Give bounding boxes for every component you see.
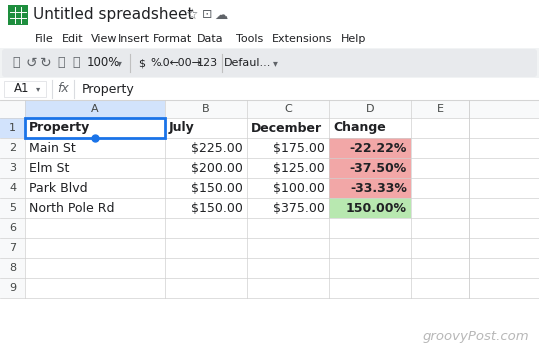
- Text: ☆: ☆: [185, 8, 197, 22]
- Text: 6: 6: [9, 223, 16, 233]
- Bar: [0, 218, 25, 238]
- Text: C: C: [284, 104, 292, 114]
- Text: Edit: Edit: [62, 34, 84, 44]
- Text: $125.00: $125.00: [273, 162, 325, 174]
- Bar: [0, 278, 539, 298]
- Text: 123: 123: [196, 58, 218, 68]
- Bar: [0, 258, 25, 278]
- Text: View: View: [91, 34, 118, 44]
- Text: 150.00%: 150.00%: [346, 202, 407, 215]
- Text: A1: A1: [14, 83, 30, 96]
- Text: ⌕: ⌕: [12, 56, 20, 70]
- Bar: [329, 158, 411, 178]
- Bar: [0, 218, 539, 238]
- Bar: [8, 5, 28, 25]
- Text: -33.33%: -33.33%: [350, 181, 407, 195]
- Text: ▾: ▾: [116, 58, 121, 68]
- Text: Park Blvd: Park Blvd: [29, 181, 88, 195]
- Text: ⊡: ⊡: [202, 8, 212, 22]
- Text: B: B: [202, 104, 210, 114]
- Text: $: $: [139, 58, 146, 68]
- Bar: [0, 238, 25, 258]
- Text: North Pole Rd: North Pole Rd: [29, 202, 114, 215]
- Text: ⎘: ⎘: [72, 56, 80, 70]
- Text: Change: Change: [333, 121, 386, 134]
- Text: Untitled spreadsheet: Untitled spreadsheet: [33, 7, 194, 23]
- Text: D: D: [366, 104, 374, 114]
- Text: Tools: Tools: [236, 34, 263, 44]
- Text: Insert: Insert: [118, 34, 150, 44]
- Text: ▾: ▾: [36, 84, 40, 94]
- Bar: [0, 178, 539, 198]
- FancyBboxPatch shape: [2, 49, 537, 77]
- Text: File: File: [35, 34, 54, 44]
- Text: Format: Format: [153, 34, 192, 44]
- Text: ↻: ↻: [40, 56, 52, 70]
- Text: $375.00: $375.00: [273, 202, 325, 215]
- Bar: [329, 198, 411, 218]
- Bar: [0, 78, 539, 100]
- Bar: [0, 30, 539, 48]
- Text: Property: Property: [29, 121, 90, 134]
- Bar: [0, 48, 539, 78]
- Text: -22.22%: -22.22%: [350, 142, 407, 155]
- Bar: [0, 118, 25, 138]
- Text: .00→: .00→: [175, 58, 202, 68]
- Text: groovyPost.com: groovyPost.com: [423, 330, 529, 343]
- Bar: [0, 258, 539, 278]
- Text: $150.00: $150.00: [191, 181, 243, 195]
- Text: $175.00: $175.00: [273, 142, 325, 155]
- Bar: [0, 138, 539, 158]
- Bar: [0, 158, 25, 178]
- Text: .0←: .0←: [160, 58, 180, 68]
- Text: $225.00: $225.00: [191, 142, 243, 155]
- Bar: [0, 198, 539, 218]
- Text: December: December: [251, 121, 322, 134]
- Bar: [0, 278, 25, 298]
- FancyBboxPatch shape: [4, 81, 46, 97]
- Bar: [0, 178, 25, 198]
- Text: $100.00: $100.00: [273, 181, 325, 195]
- Text: -37.50%: -37.50%: [350, 162, 407, 174]
- Bar: [0, 238, 539, 258]
- Text: 4: 4: [9, 183, 16, 193]
- Bar: [0, 0, 539, 30]
- Text: A: A: [91, 104, 99, 114]
- Bar: [0, 158, 539, 178]
- Text: Property: Property: [82, 83, 135, 96]
- Text: %: %: [151, 58, 161, 68]
- Text: ↺: ↺: [25, 56, 37, 70]
- Text: ⎙: ⎙: [57, 56, 65, 70]
- Text: fx: fx: [57, 83, 69, 96]
- Text: July: July: [169, 121, 195, 134]
- Text: 5: 5: [9, 203, 16, 213]
- Text: ☁: ☁: [215, 8, 227, 22]
- Text: $200.00: $200.00: [191, 162, 243, 174]
- Text: 3: 3: [9, 163, 16, 173]
- Text: Defaul...: Defaul...: [224, 58, 272, 68]
- Bar: [0, 100, 539, 118]
- Text: 1: 1: [9, 123, 16, 133]
- Text: ▾: ▾: [273, 58, 278, 68]
- Text: 100%: 100%: [86, 56, 120, 70]
- Text: Elm St: Elm St: [29, 162, 70, 174]
- Bar: [0, 118, 539, 138]
- Bar: [25, 100, 165, 118]
- Text: 7: 7: [9, 243, 16, 253]
- Bar: [329, 178, 411, 198]
- Bar: [0, 198, 25, 218]
- Bar: [0, 118, 25, 138]
- Bar: [25, 118, 165, 138]
- Text: Data: Data: [197, 34, 224, 44]
- Text: E: E: [437, 104, 444, 114]
- Text: $150.00: $150.00: [191, 202, 243, 215]
- Text: 8: 8: [9, 263, 16, 273]
- Bar: [0, 138, 25, 158]
- Text: Help: Help: [341, 34, 367, 44]
- Text: Main St: Main St: [29, 142, 76, 155]
- Text: 2: 2: [9, 143, 16, 153]
- Bar: [329, 138, 411, 158]
- Text: 9: 9: [9, 283, 16, 293]
- Text: Extensions: Extensions: [272, 34, 333, 44]
